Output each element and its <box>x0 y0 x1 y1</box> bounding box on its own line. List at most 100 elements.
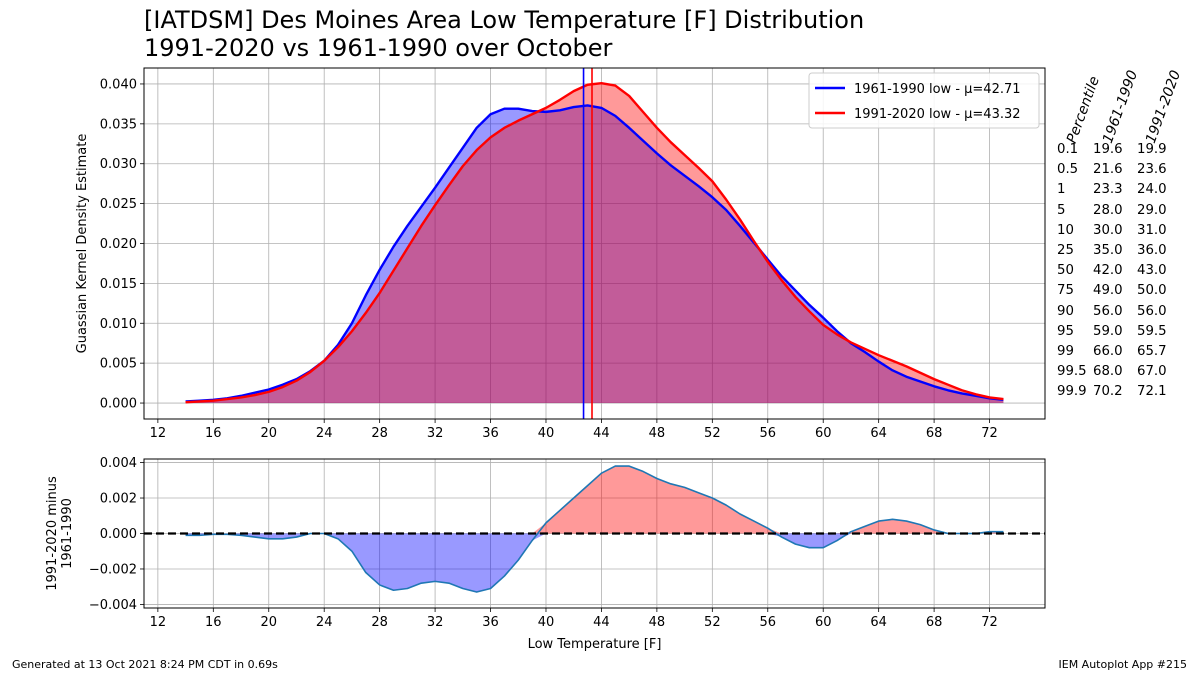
chart-title-line2: 1991-2020 vs 1961-1990 over October <box>144 34 613 62</box>
difference-x-tick-label: 40 <box>538 615 555 630</box>
density-y-tick-label: 0.025 <box>100 197 137 212</box>
density-fill-series-2 <box>185 83 1004 404</box>
percentile-value: 50 <box>1057 263 1074 279</box>
difference-axes: 12 16 20 24 28 32 36 40 44 48 52 56 60 64 68 72 −0.004 −0… <box>89 456 1045 630</box>
difference-x-tick-label: 72 <box>981 615 998 630</box>
period1-value: 66.0 <box>1093 344 1123 359</box>
density-x-tick-label: 56 <box>759 426 776 441</box>
legend-label-series-2: 1991-2020 low - μ=43.32 <box>854 107 1021 122</box>
difference-x-tick-label: 36 <box>482 615 499 630</box>
percentile-value: 5 <box>1057 202 1066 218</box>
density-legend: 1961-1990 low - μ=42.71 1991-2020 low - μ… <box>808 72 1040 129</box>
difference-frame <box>143 458 1046 609</box>
period2-value: 23.6 <box>1137 162 1167 178</box>
period2-value: 36.0 <box>1137 243 1167 258</box>
legend-box <box>808 72 1040 129</box>
density-y-tick-label: 0.015 <box>100 277 137 292</box>
period1-value: 59.0 <box>1093 323 1123 339</box>
difference-y-tick-label: 0.004 <box>100 456 137 471</box>
difference-x-tick-label: 12 <box>150 615 167 630</box>
difference-x-tick-label: 64 <box>870 615 887 630</box>
difference-y-tick-label: −0.002 <box>89 562 137 577</box>
density-frame <box>143 67 1046 420</box>
period1-value: 35.0 <box>1093 243 1123 258</box>
percentile-value: 25 <box>1057 243 1074 258</box>
period2-value: 29.0 <box>1137 202 1167 218</box>
difference-y-axis-label: 1991-2020 minus 1961-1990 <box>45 476 75 591</box>
density-y-tick-label: 0.030 <box>100 157 137 172</box>
density-x-tick-label: 32 <box>427 426 444 441</box>
difference-line <box>185 465 1004 593</box>
density-y-tick-label: 0.005 <box>100 357 137 372</box>
density-x-tick-label: 68 <box>926 426 943 441</box>
percentile-value: 0.5 <box>1057 162 1079 178</box>
density-x-tick-label: 48 <box>649 426 666 441</box>
difference-y-axis-label-line: 1991-2020 minus <box>45 476 60 591</box>
period2-value: 24.0 <box>1137 182 1167 198</box>
period1-value: 28.0 <box>1093 202 1123 218</box>
difference-x-tick-label: 56 <box>759 615 776 630</box>
period2-value: 50.0 <box>1137 283 1167 299</box>
percentile-value: 99.9 <box>1057 384 1087 400</box>
density-y-tick-label: 0.020 <box>100 237 137 252</box>
period1-value: 56.0 <box>1093 303 1123 319</box>
period1-value: 42.0 <box>1093 263 1123 279</box>
percentile-value: 90 <box>1057 303 1074 319</box>
difference-x-tick-label: 68 <box>926 615 943 630</box>
percentile-value: 0.1 <box>1057 142 1079 157</box>
density-x-tick-label: 72 <box>981 426 998 441</box>
difference-x-tick-label: 60 <box>815 615 832 630</box>
density-x-tick-label: 24 <box>316 426 333 441</box>
legend-label-series-1: 1961-1990 low - μ=42.71 <box>854 82 1021 97</box>
difference-x-tick-label: 48 <box>649 615 666 630</box>
difference-x-tick-label: 20 <box>260 615 277 630</box>
percentile-value: 75 <box>1057 283 1074 299</box>
difference-y-tick-label: 0.002 <box>100 492 137 507</box>
difference-positive-fill <box>185 466 1004 534</box>
period1-value: 70.2 <box>1093 384 1123 400</box>
period2-value: 19.9 <box>1137 142 1167 157</box>
period2-value: 67.0 <box>1137 364 1167 380</box>
density-x-tick-label: 20 <box>260 426 277 441</box>
period2-value: 59.5 <box>1137 323 1167 339</box>
percentile-value: 10 <box>1057 222 1074 238</box>
density-x-tick-label: 12 <box>150 426 167 441</box>
period1-value: 30.0 <box>1093 222 1123 238</box>
density-x-tick-label: 40 <box>538 426 555 441</box>
difference-x-tick-label: 32 <box>427 615 444 630</box>
density-x-tick-label: 44 <box>593 426 610 441</box>
density-fill-series-1 <box>185 105 1004 404</box>
density-x-tick-label: 16 <box>205 426 222 441</box>
period1-value: 49.0 <box>1093 283 1123 299</box>
density-x-tick-label: 52 <box>704 426 721 441</box>
density-x-tick-label: 28 <box>371 426 388 441</box>
density-y-tick-label: 0.010 <box>100 317 137 332</box>
density-x-tick-label: 36 <box>482 426 499 441</box>
density-y-tick-label: 0.035 <box>100 117 137 132</box>
difference-x-tick-label: 44 <box>593 615 610 630</box>
density-line-series-2 <box>185 81 1004 404</box>
period2-value: 43.0 <box>1137 263 1167 279</box>
density-x-tick-label: 60 <box>815 426 832 441</box>
footer-generated-text: Generated at 13 Oct 2021 8:24 PM CDT in … <box>12 658 278 671</box>
footer-app-label: IEM Autoplot App #215 <box>1058 658 1188 671</box>
period2-value: 56.0 <box>1137 303 1167 319</box>
density-y-axis-label: Guassian Kernel Density Estimate <box>75 134 90 354</box>
difference-x-tick-label: 24 <box>316 615 333 630</box>
difference-y-axis-label-line: 1961-1990 <box>60 498 75 569</box>
percentile-value: 99 <box>1057 344 1074 359</box>
difference-x-tick-label: 16 <box>205 615 222 630</box>
percentile-value: 95 <box>1057 323 1074 339</box>
chart-title-line1: [IATDSM] Des Moines Area Low Temperature… <box>144 6 865 34</box>
period1-value: 19.6 <box>1093 142 1123 157</box>
period1-value: 21.6 <box>1093 162 1123 178</box>
density-y-tick-label: 0.000 <box>100 397 137 412</box>
difference-x-axis-label: Low Temperature [F] <box>528 637 662 652</box>
period2-value: 31.0 <box>1137 222 1167 238</box>
period2-value: 65.7 <box>1137 344 1167 359</box>
percentile-value: 1 <box>1057 182 1066 198</box>
difference-x-tick-label: 28 <box>371 615 388 630</box>
difference-y-tick-label: −0.004 <box>89 598 137 613</box>
density-x-tick-label: 64 <box>870 426 887 441</box>
